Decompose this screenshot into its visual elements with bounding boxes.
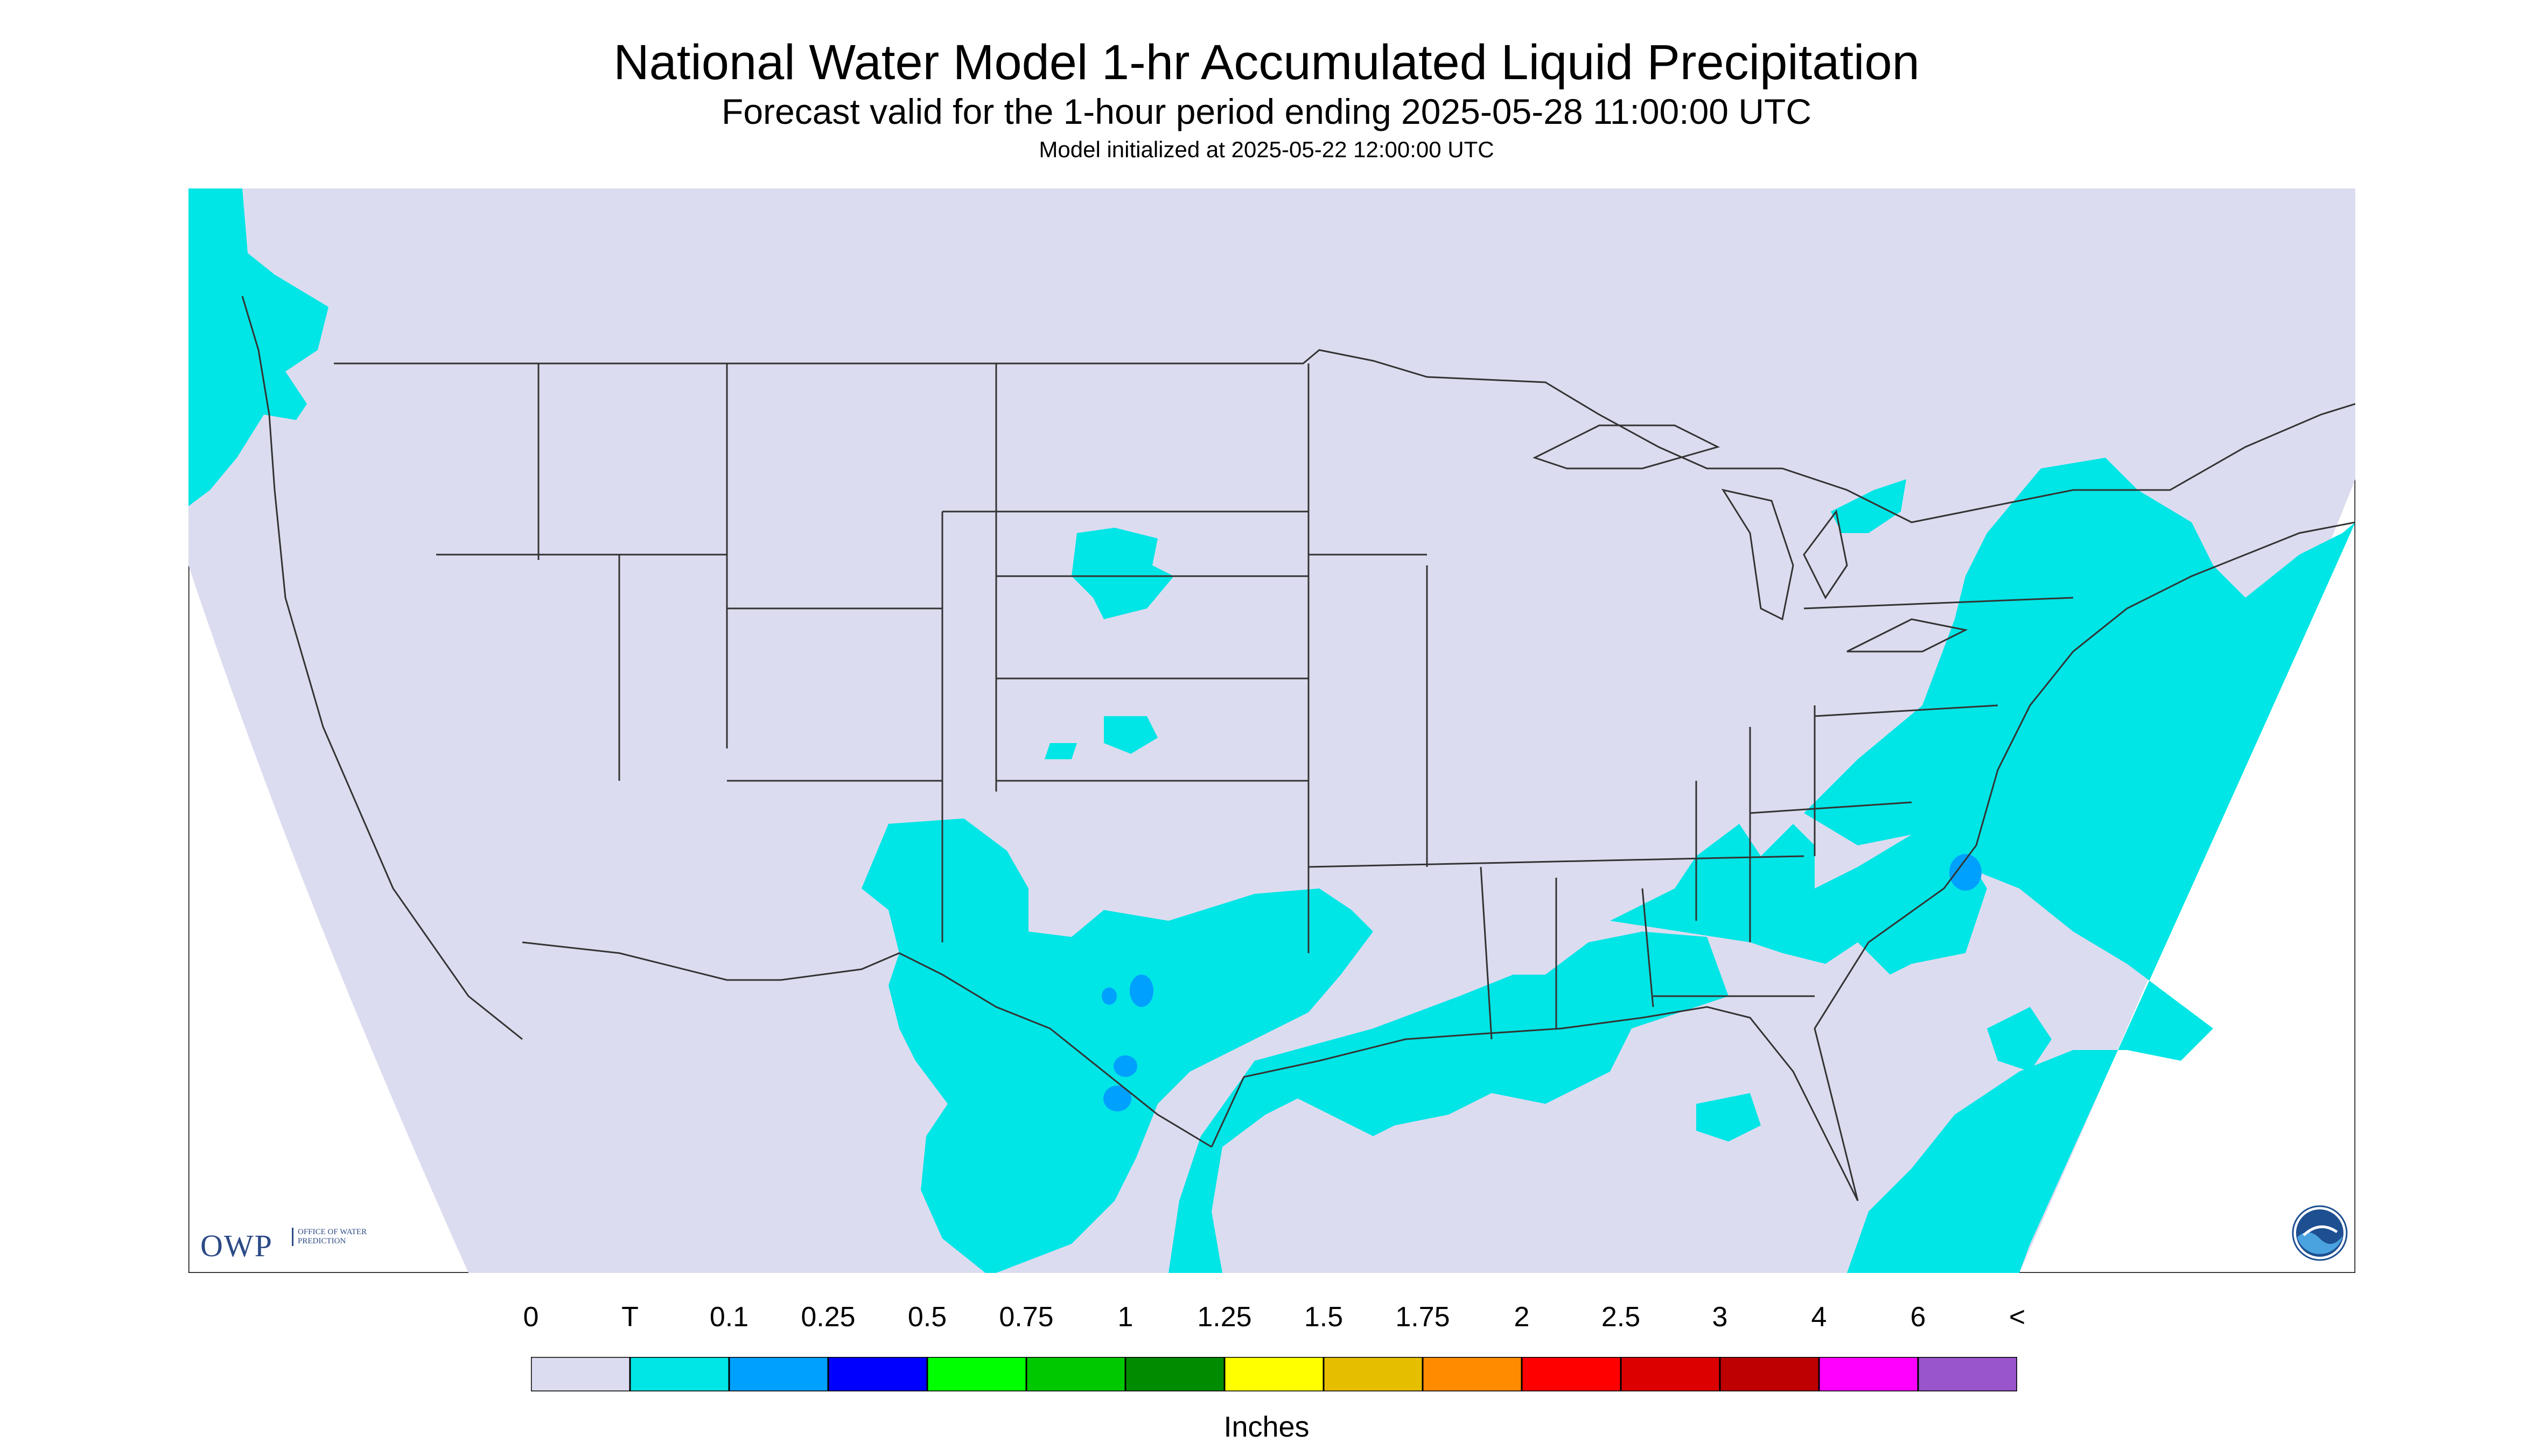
legend-tick-label: 0.1 (709, 1301, 749, 1333)
west-coast (241, 296, 523, 1040)
legend-tick-label: 1 (1117, 1301, 1133, 1333)
noaa-logo-wave (2297, 1232, 2342, 1254)
tx-light-3 (1114, 1055, 1137, 1077)
tx-precip (862, 818, 1373, 1273)
ks-precip (1045, 716, 1158, 759)
legend-tick-label: 2 (1514, 1301, 1530, 1333)
legend-color-box (1620, 1357, 1721, 1391)
legend-color-box (1818, 1357, 1919, 1391)
fl-gulf-precip (1696, 1007, 2052, 1142)
legend-color-box (1025, 1357, 1126, 1391)
legend-color-box (728, 1357, 829, 1391)
light-precip-areas (1102, 854, 1982, 1111)
sd-precip (1072, 528, 1174, 619)
gulf-precip (1168, 932, 1729, 1273)
tx-light-2 (1102, 988, 1117, 1005)
legend-tick-label: 0 (523, 1301, 539, 1333)
legend-color-box (531, 1357, 631, 1391)
state-lines (436, 363, 2074, 1040)
great-lakes (1533, 424, 1968, 653)
legend-tick-label: < (2009, 1301, 2026, 1333)
legend-color-box (827, 1357, 928, 1391)
legend-color-box (1124, 1357, 1226, 1391)
color-scale (531, 1357, 2017, 1391)
legend-color-box (1323, 1357, 1424, 1391)
legend-tick-label: 1.25 (1197, 1301, 1252, 1333)
model-domain (188, 188, 2355, 1273)
legend-color-box (1917, 1357, 2017, 1391)
legend-tick-label: 4 (1811, 1301, 1827, 1333)
legend-color-box (1521, 1357, 1622, 1391)
gulf-coast (1210, 1006, 1859, 1201)
legend-color-box (629, 1357, 730, 1391)
legend-units: Inches (1223, 1411, 1310, 1443)
michigan-precip (1831, 479, 1906, 533)
legend-tick-label: 0.5 (907, 1301, 947, 1333)
tx-light-1 (1130, 975, 1153, 1007)
tx-light-4 (1103, 1086, 1131, 1111)
owp-logo-text: OWP (200, 1228, 273, 1263)
southeast-precip (1610, 824, 1987, 975)
legend-tick-label: 3 (1712, 1301, 1728, 1333)
canada-us-border (334, 349, 2355, 523)
nc-light (1949, 854, 1982, 891)
trace-precip-areas (188, 188, 2355, 1273)
owp-logo-subtext: OFFICE OF WATER PREDICTION (292, 1228, 384, 1246)
precipitation-map (188, 188, 2355, 1273)
legend-tick-label: 6 (1910, 1301, 1926, 1333)
legend-tick-label: 1.75 (1395, 1301, 1450, 1333)
legend-color-box (1223, 1357, 1325, 1391)
atlantic-coast (1814, 521, 2355, 1201)
legend-color-box (1719, 1357, 1820, 1391)
state-boundaries (241, 296, 2355, 1201)
model-init-time: Model initialized at 2025-05-22 12:00:00… (1039, 137, 1494, 162)
noaa-logo-gull (2303, 1225, 2338, 1236)
legend-tick-label: 1.5 (1304, 1301, 1344, 1333)
legend-color-box (1422, 1357, 1523, 1391)
legend-tick-label: 0.75 (999, 1301, 1054, 1333)
noaa-logo (2292, 1205, 2348, 1261)
us-mexico-border (522, 941, 1212, 1148)
east-coast-precip (1804, 458, 2355, 1273)
map-title: National Water Model 1-hr Accumulated Li… (613, 35, 1920, 90)
map-subtitle: Forecast valid for the 1-hour period end… (722, 92, 1811, 131)
legend-tick-label: 0.25 (801, 1301, 856, 1333)
legend-color-box (926, 1357, 1027, 1391)
legend-tick-label: 2.5 (1601, 1301, 1641, 1333)
legend-tick-label: T (621, 1301, 639, 1333)
